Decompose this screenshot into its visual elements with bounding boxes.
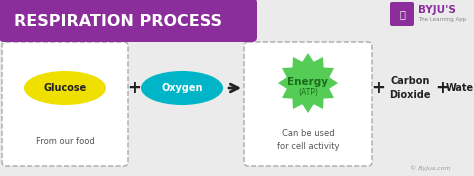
Ellipse shape (24, 71, 106, 105)
Text: © Byjus.com: © Byjus.com (410, 165, 450, 171)
Text: Glucose: Glucose (44, 83, 87, 93)
FancyBboxPatch shape (2, 42, 128, 166)
Text: +: + (371, 79, 385, 97)
FancyBboxPatch shape (0, 0, 257, 42)
Text: Oxygen: Oxygen (161, 83, 203, 93)
Text: +: + (435, 79, 449, 97)
FancyBboxPatch shape (244, 42, 372, 166)
Ellipse shape (141, 71, 223, 105)
Text: Can be used
for cell activity: Can be used for cell activity (277, 129, 339, 151)
Text: From our food: From our food (36, 137, 94, 146)
Text: ⎕: ⎕ (399, 9, 405, 19)
Text: +: + (127, 79, 141, 97)
Text: (ATP): (ATP) (298, 87, 318, 96)
Text: BYJU'S: BYJU'S (418, 5, 456, 15)
FancyBboxPatch shape (390, 2, 414, 26)
Text: Carbon
Dioxide: Carbon Dioxide (389, 76, 431, 100)
Text: The Learning App: The Learning App (418, 17, 466, 21)
Text: Water: Water (446, 83, 474, 93)
Text: Energy: Energy (288, 77, 328, 87)
Polygon shape (278, 53, 338, 113)
Text: RESPIRATION PROCESS: RESPIRATION PROCESS (14, 14, 222, 29)
